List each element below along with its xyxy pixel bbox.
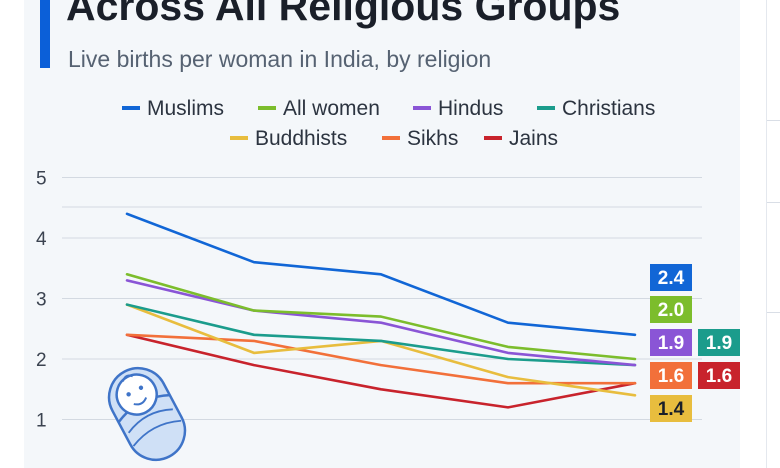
title-accent-bar [40,0,50,68]
legend-label: Christians [562,97,655,120]
legend-label: Jains [509,127,558,150]
legend-label: Hindus [438,97,503,120]
series-line-jains [125,333,637,409]
legend-label: Muslims [147,97,224,120]
side-divider [767,120,780,121]
side-divider [767,312,780,313]
side-divider [767,202,780,203]
end-label-value: 1.6 [658,366,684,387]
y-tick-label: 1 [36,411,47,432]
end-label-box [698,362,740,389]
y-tick-label: 3 [36,290,47,311]
chart-title: Across All Religious Groups [66,0,621,29]
end-label-value: 2.0 [658,300,684,321]
end-label-value: 1.9 [658,333,684,354]
series-line-all-women [125,272,637,361]
end-label-value: 1.6 [706,366,732,387]
series-line-hindus [125,279,637,367]
end-label-box [650,362,692,389]
series-lines [125,212,637,409]
legend-label: Buddhists [255,127,347,150]
series-line-buddhists [125,303,637,397]
legend-label: Sikhs [407,127,458,150]
end-label-value: 1.9 [706,333,732,354]
baby-illustration-icon [107,366,187,462]
series-line-muslims [125,212,637,337]
end-label-box [650,395,692,422]
end-label-box [650,329,692,356]
end-label-value: 2.4 [658,268,685,289]
end-label-box [698,329,740,356]
y-axis: 1 2 3 4 5 [36,169,47,432]
legend: Muslims All women Hindus Christians Buddhist… [122,97,655,150]
chart-subtitle: Live births per woman in India, by relig… [68,46,492,72]
end-label-box [650,264,692,291]
series-line-christians [125,303,637,367]
y-tick-label: 4 [36,229,47,250]
end-label-box [650,296,692,323]
legend-label: All women [283,97,380,120]
end-label-value: 1.4 [658,399,685,420]
end-value-labels: 2.4 2.0 1.9 1.9 1.6 1.6 1.4 [650,264,740,422]
grid-lines [62,177,702,420]
page-edge-divider [766,0,767,468]
y-tick-label: 5 [36,169,47,190]
y-tick-label: 2 [36,350,47,371]
